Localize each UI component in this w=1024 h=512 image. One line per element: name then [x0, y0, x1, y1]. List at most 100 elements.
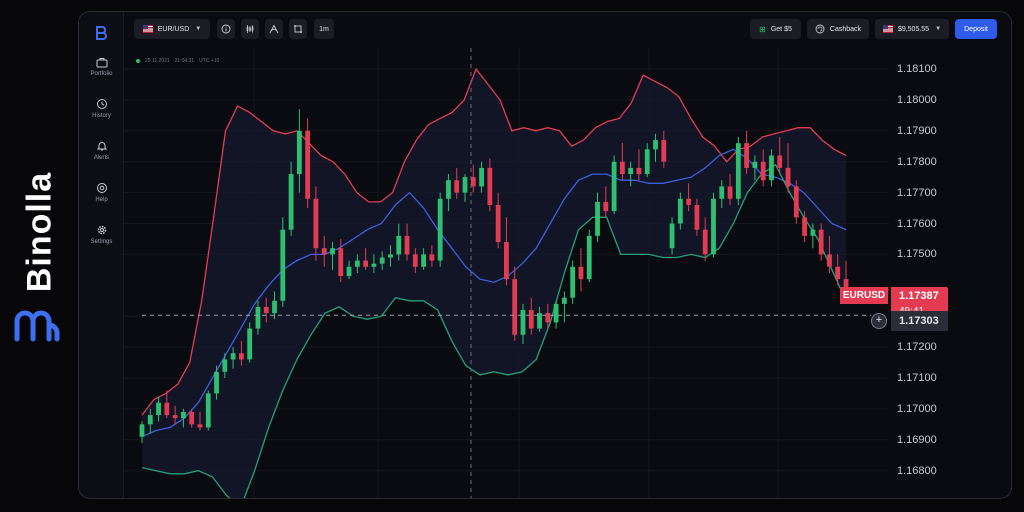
brand-panel: Binolla: [0, 0, 78, 512]
us-flag-icon: [882, 25, 893, 33]
chevron-down-icon: ▼: [935, 26, 942, 32]
candle-body: [512, 279, 518, 335]
timeframe-button[interactable]: 1m: [314, 19, 334, 39]
candle-body: [744, 143, 750, 168]
candle-body: [793, 186, 799, 218]
sidebar-item-settings[interactable]: Settings: [79, 224, 124, 260]
candle-body: [628, 167, 634, 175]
candle-body: [321, 248, 327, 255]
chart-time: 21:04:31: [174, 58, 195, 64]
candle-body: [769, 155, 774, 181]
candle-body: [653, 140, 658, 150]
add-alert-plus-icon[interactable]: +: [871, 313, 887, 329]
asset-selector[interactable]: EUR/USD ▼: [134, 19, 210, 39]
deposit-button[interactable]: Deposit: [955, 19, 997, 39]
candle-body: [818, 229, 824, 255]
candle-body: [661, 140, 667, 162]
bollinger-upper-line: [141, 67, 847, 416]
candle-body: [603, 201, 609, 212]
drawing-tools-button[interactable]: [289, 19, 307, 39]
candle-body: [677, 198, 683, 224]
candle-body: [495, 204, 501, 243]
get-bonus-button[interactable]: ⊞ Get $5: [750, 19, 801, 39]
sidebar: Portfolio History Alerts Help Settings: [79, 12, 124, 498]
sidebar-label-settings: Settings: [90, 239, 113, 245]
balance-selector[interactable]: $9,505.55 ▼: [875, 19, 949, 39]
candle-body: [172, 415, 178, 419]
indicators-button[interactable]: [265, 19, 283, 39]
brand-logo-icon: [14, 310, 60, 342]
price-axis-label: 1.18100: [897, 63, 937, 75]
sidebar-item-history[interactable]: History: [79, 98, 124, 134]
price-chart[interactable]: 25.11.2021 21:04:31 UTC +10 1.18100 1.180…: [124, 48, 1012, 499]
top-toolbar: EUR/USD ▼ 1m ⊞ Get $5 Cashback $9,505.55: [124, 12, 1011, 48]
price-axis-label: 1.17200: [897, 341, 937, 354]
chart-canvas[interactable]: [124, 48, 1012, 499]
info-button[interactable]: [217, 19, 235, 39]
gift-icon: ⊞: [759, 24, 766, 34]
info-icon: [221, 24, 231, 34]
candle-body: [272, 300, 277, 314]
candle-body: [487, 167, 493, 205]
drawing-tools-icon: [294, 25, 302, 33]
candle-body: [379, 257, 385, 264]
candle-body: [843, 279, 849, 289]
price-axis-label: 1.16900: [897, 433, 937, 446]
candle-body: [545, 313, 551, 323]
candle-body: [197, 424, 203, 428]
candle-body: [346, 266, 352, 277]
candle-body: [263, 306, 269, 314]
live-dot-icon: [136, 59, 140, 63]
candle-body: [230, 353, 236, 360]
candle-body: [702, 229, 708, 255]
asset-label: EUR/USD: [157, 25, 190, 33]
price-axis-label: 1.17600: [897, 217, 937, 230]
sidebar-label-portfolio: Portfolio: [90, 71, 113, 77]
bell-icon: [96, 142, 107, 151]
candle-body: [636, 167, 642, 175]
candle-body: [454, 180, 460, 193]
price-axis-label: 1.17100: [897, 372, 937, 384]
price-axis-label: 1.17500: [897, 248, 937, 261]
balance-value: $9,505.55: [897, 25, 930, 33]
candle-body: [470, 177, 476, 187]
candle-body: [247, 328, 253, 360]
candle-body: [296, 130, 302, 175]
candle-body: [537, 313, 542, 329]
sidebar-item-alerts[interactable]: Alerts: [79, 140, 124, 176]
chevron-down-icon: ▼: [195, 26, 202, 32]
chart-type-button[interactable]: [241, 19, 259, 39]
sidebar-item-portfolio[interactable]: Portfolio: [79, 56, 124, 92]
cashback-label: Cashback: [829, 25, 862, 33]
gear-icon: [97, 225, 106, 235]
candle-body: [479, 167, 484, 187]
chart-date: 25.11.2021: [145, 58, 170, 64]
candle-body: [338, 248, 344, 277]
candle-body: [404, 235, 410, 255]
candle-body: [619, 161, 625, 175]
sidebar-label-history: History: [92, 113, 111, 119]
cashback-button[interactable]: Cashback: [807, 19, 869, 39]
crosshair-price-label: 1.17303: [891, 311, 948, 331]
bollinger-lower-line: [141, 163, 847, 498]
history-icon: [96, 99, 107, 109]
sidebar-label-help: Help: [95, 197, 108, 203]
chart-meta: 25.11.2021 21:04:31 UTC +10: [136, 58, 224, 64]
candle-body: [528, 310, 534, 329]
candle-body: [255, 306, 261, 329]
candle-body: [578, 266, 584, 280]
candle-body: [827, 254, 832, 267]
bollinger-band-fill: [142, 69, 846, 498]
app-logo-icon[interactable]: [94, 25, 108, 41]
candle-body: [412, 254, 418, 267]
trading-app-window: Portfolio History Alerts Help Settings E…: [78, 11, 1012, 499]
sidebar-item-help[interactable]: Help: [79, 182, 124, 218]
candle-body: [214, 371, 219, 394]
us-flag-icon: [142, 25, 153, 33]
symbol-tag: EURUSD: [840, 287, 888, 304]
candle-body: [421, 254, 426, 267]
candle-body: [520, 310, 526, 335]
sidebar-label-alerts: Alerts: [93, 155, 110, 161]
price-axis-label: 1.16800: [897, 464, 937, 477]
candle-body: [429, 254, 435, 261]
